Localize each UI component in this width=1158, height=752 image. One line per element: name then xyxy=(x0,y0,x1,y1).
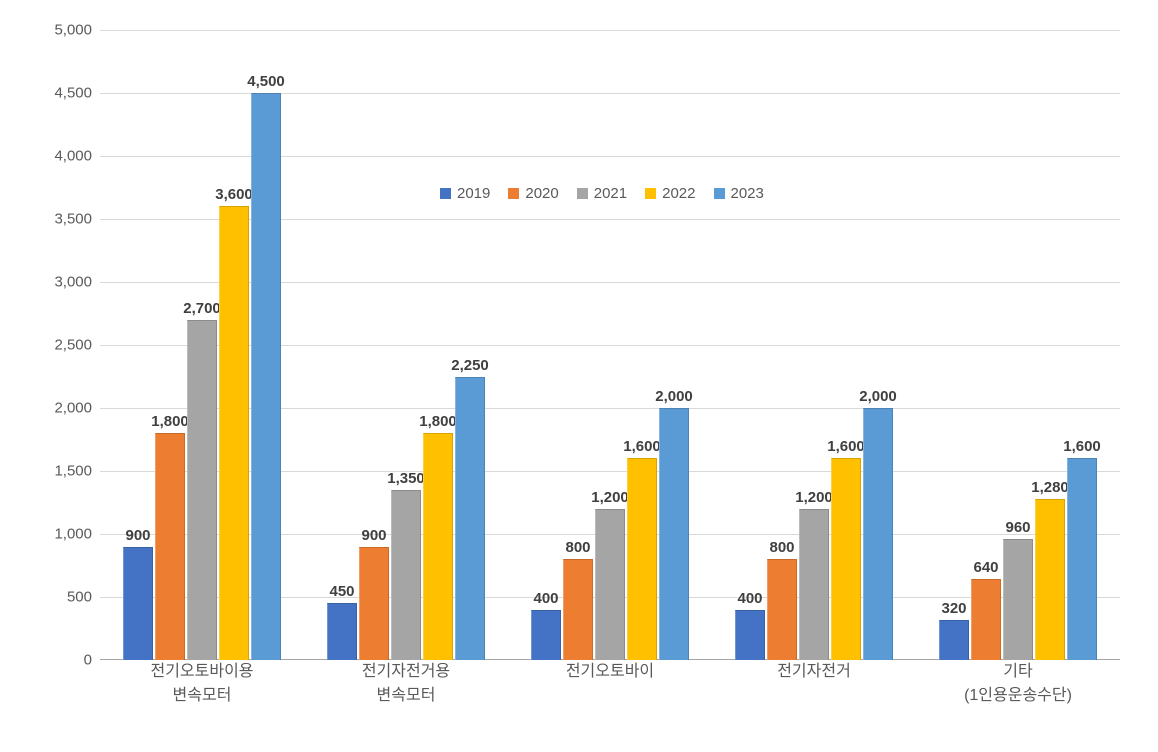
bar-value-label: 960 xyxy=(1005,519,1030,536)
bar-value-label: 640 xyxy=(973,559,998,576)
bar: 3,600 xyxy=(219,206,249,660)
bar: 960 xyxy=(1003,539,1033,660)
bar-value-label: 1,600 xyxy=(1063,438,1101,455)
bar: 1,350 xyxy=(391,490,421,660)
legend-label: 2020 xyxy=(525,185,558,202)
bar-value-label: 3,600 xyxy=(215,186,253,203)
bar-value-label: 1,600 xyxy=(623,438,661,455)
bar-value-label: 2,700 xyxy=(183,300,221,317)
x-tick-label: 전기자전거용 변속모터 xyxy=(304,660,508,708)
bar: 2,000 xyxy=(863,408,893,660)
bar-value-label: 900 xyxy=(361,527,386,544)
bar-value-label: 2,000 xyxy=(859,388,897,405)
bar-group: 4008001,2001,6002,000 xyxy=(712,30,916,660)
y-tick-label: 4,500 xyxy=(54,85,92,102)
y-tick-label: 3,000 xyxy=(54,274,92,291)
plot-area: 05001,0001,5002,0002,5003,0003,5004,0004… xyxy=(100,30,1120,660)
legend-item: 2022 xyxy=(645,185,695,202)
bar: 4,500 xyxy=(251,93,281,660)
y-tick-label: 500 xyxy=(67,589,92,606)
legend-label: 2019 xyxy=(457,185,490,202)
bar-value-label: 1,200 xyxy=(795,489,833,506)
bar: 320 xyxy=(939,620,969,660)
legend-swatch xyxy=(508,188,519,199)
bar-value-label: 1,350 xyxy=(387,470,425,487)
bar-chart: 0 500 1,000 1,500 2,000 2,500 3,000 3,500 4,000 4… xyxy=(20,20,1138,732)
x-tick-label: 기타 (1인용운송수단) xyxy=(916,660,1120,708)
bar-value-label: 4,500 xyxy=(247,73,285,90)
bar: 900 xyxy=(359,547,389,660)
y-tick-label: 2,500 xyxy=(54,337,92,354)
y-tick-label: 2,000 xyxy=(54,400,92,417)
bar: 2,000 xyxy=(659,408,689,660)
legend-item: 2023 xyxy=(714,185,764,202)
legend-swatch xyxy=(645,188,656,199)
bar-value-label: 1,600 xyxy=(827,438,865,455)
legend-item: 2019 xyxy=(440,185,490,202)
legend-item: 2020 xyxy=(508,185,558,202)
bar-group: 9001,8002,7003,6004,500 xyxy=(100,30,304,660)
bar-value-label: 2,250 xyxy=(451,357,489,374)
bar: 1,800 xyxy=(423,433,453,660)
y-tick-label: 4,000 xyxy=(54,148,92,165)
bar-value-label: 400 xyxy=(533,590,558,607)
bar: 1,800 xyxy=(155,433,185,660)
legend-label: 2021 xyxy=(594,185,627,202)
y-tick-label: 0 xyxy=(84,652,92,669)
bar-value-label: 800 xyxy=(565,539,590,556)
bar: 800 xyxy=(563,559,593,660)
bar-value-label: 1,280 xyxy=(1031,479,1069,496)
bar-value-label: 900 xyxy=(125,527,150,544)
y-tick-label: 3,500 xyxy=(54,211,92,228)
bar-group: 4008001,2001,6002,000 xyxy=(508,30,712,660)
bar: 640 xyxy=(971,579,1001,660)
legend-item: 2021 xyxy=(577,185,627,202)
y-tick-label: 1,000 xyxy=(54,526,92,543)
bar: 450 xyxy=(327,603,357,660)
bar-value-label: 320 xyxy=(941,600,966,617)
bar: 800 xyxy=(767,559,797,660)
bar: 400 xyxy=(531,610,561,660)
bar: 1,600 xyxy=(627,458,657,660)
x-tick-label: 전기자전거 xyxy=(712,660,916,708)
bar: 1,280 xyxy=(1035,499,1065,660)
bar-value-label: 800 xyxy=(769,539,794,556)
bar-value-label: 2,000 xyxy=(655,388,693,405)
y-tick-label: 5,000 xyxy=(54,22,92,39)
legend-swatch xyxy=(714,188,725,199)
legend-swatch xyxy=(440,188,451,199)
bar-value-label: 400 xyxy=(737,590,762,607)
bar: 2,700 xyxy=(187,320,217,660)
x-tick-label: 전기오토바이 xyxy=(508,660,712,708)
bar-value-label: 1,800 xyxy=(151,413,189,430)
bar: 1,600 xyxy=(831,458,861,660)
bar-value-label: 450 xyxy=(329,583,354,600)
bar-group: 4509001,3501,8002,250 xyxy=(304,30,508,660)
bar-value-label: 1,200 xyxy=(591,489,629,506)
x-axis-labels: 전기오토바이용 변속모터전기자전거용 변속모터전기오토바이전기자전거기타 (1인… xyxy=(100,660,1120,708)
bar: 1,200 xyxy=(595,509,625,660)
legend: 2019 2020 2021 2022 2023 xyxy=(440,185,764,202)
bar: 400 xyxy=(735,610,765,660)
bar-value-label: 1,800 xyxy=(419,413,457,430)
legend-swatch xyxy=(577,188,588,199)
legend-label: 2023 xyxy=(731,185,764,202)
bar: 1,200 xyxy=(799,509,829,660)
bar: 1,600 xyxy=(1067,458,1097,660)
bar: 900 xyxy=(123,547,153,660)
legend-label: 2022 xyxy=(662,185,695,202)
y-tick-label: 1,500 xyxy=(54,463,92,480)
x-tick-label: 전기오토바이용 변속모터 xyxy=(100,660,304,708)
bar-group: 3206409601,2801,600 xyxy=(916,30,1120,660)
bar: 2,250 xyxy=(455,377,485,661)
